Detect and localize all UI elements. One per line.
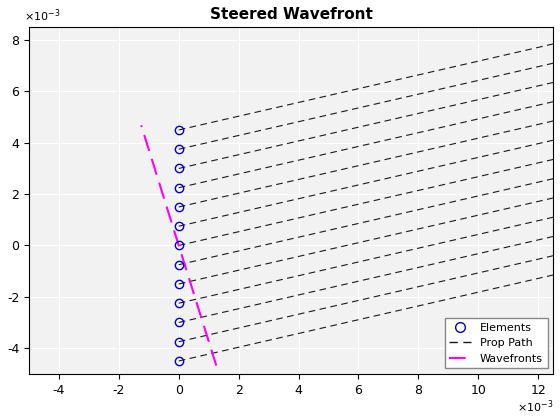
Wavefronts xyxy=(138,123,144,128)
Elements xyxy=(175,205,182,210)
Elements xyxy=(175,127,182,132)
Text: $\times10^{-3}$: $\times10^{-3}$ xyxy=(24,7,60,24)
Elements xyxy=(175,243,182,248)
Wavefronts xyxy=(213,363,220,368)
Elements xyxy=(175,339,182,344)
Elements xyxy=(175,358,182,363)
Elements xyxy=(175,320,182,325)
Elements xyxy=(175,301,182,306)
Legend: Elements, Prop Path, Wavefronts: Elements, Prop Path, Wavefronts xyxy=(445,318,548,368)
Elements xyxy=(175,185,182,190)
Text: $\times10^{-3}$: $\times10^{-3}$ xyxy=(517,398,553,415)
Elements xyxy=(175,281,182,286)
Elements xyxy=(175,224,182,229)
Line: Elements: Elements xyxy=(175,126,183,365)
Line: Wavefronts: Wavefronts xyxy=(141,125,216,366)
Title: Steered Wavefront: Steered Wavefront xyxy=(209,7,372,22)
Elements xyxy=(175,262,182,267)
Elements xyxy=(175,166,182,171)
Elements xyxy=(175,147,182,152)
